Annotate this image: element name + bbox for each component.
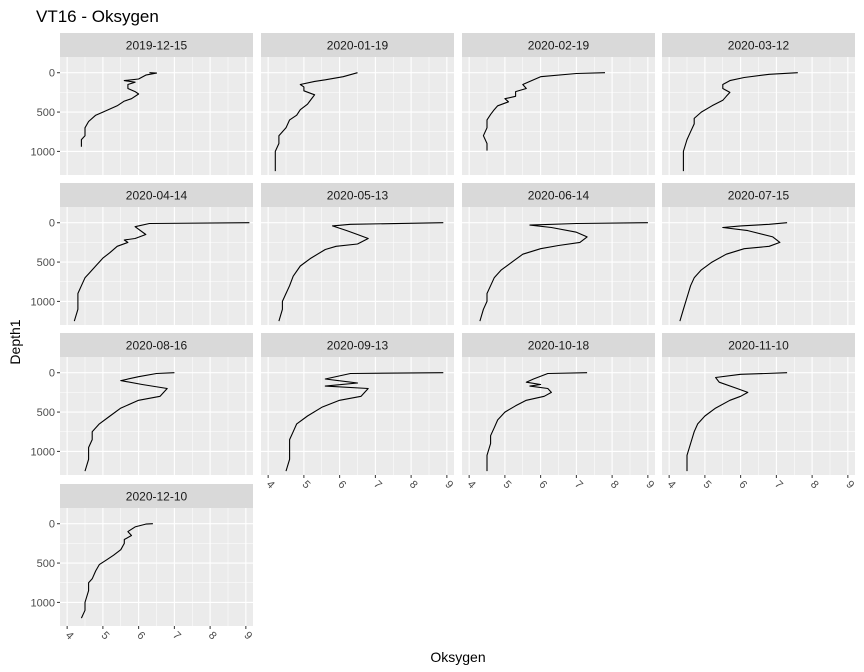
- x-tick-label: 7: [772, 478, 785, 491]
- series-line: [274, 72, 358, 172]
- x-tick-label: 6: [335, 478, 348, 491]
- y-tick-label: 0: [49, 368, 55, 380]
- facet-strip: [60, 183, 253, 207]
- x-tick-label: 8: [808, 478, 821, 491]
- facet-panel: 2020-09-13 4 5 6 7 8 9: [261, 333, 455, 491]
- x-axis-title: Oksygen: [430, 649, 485, 665]
- series-line: [80, 523, 153, 619]
- facet-strip-label: 2020-02-19: [528, 39, 590, 53]
- x-tick-label: 4: [63, 629, 76, 642]
- facet-strip-label: 2020-03-12: [728, 39, 790, 53]
- facet-strip: [261, 33, 454, 57]
- x-tick-label: 7: [371, 478, 384, 491]
- series-line: [486, 372, 588, 472]
- series-line: [686, 372, 788, 472]
- facet-strip: [462, 183, 655, 207]
- series-line: [682, 72, 798, 172]
- facet-panel: 2020-08-16 0 500 1000: [31, 333, 253, 475]
- facet-panel: 2020-03-12: [662, 33, 855, 175]
- x-tick-label: 8: [206, 629, 219, 642]
- y-tick-label: 1000: [31, 296, 55, 308]
- x-tick-label: 4: [465, 478, 478, 491]
- facet-strip-label: 2020-06-14: [528, 189, 590, 203]
- facet-strip: [60, 333, 253, 357]
- x-tick-label: 6: [536, 478, 549, 491]
- y-tick-label: 0: [49, 519, 55, 531]
- series-line: [80, 72, 158, 147]
- facet-strip: [462, 333, 655, 357]
- facet-strip-label: 2020-05-13: [327, 189, 389, 203]
- series-line: [73, 222, 250, 322]
- facet-panel: 2020-02-19: [462, 33, 655, 175]
- y-tick-label: 0: [49, 218, 55, 230]
- facet-panel: 2020-07-15: [662, 183, 855, 325]
- x-tick-label: 4: [665, 478, 678, 491]
- facet-panel: 2020-06-14: [462, 183, 655, 325]
- facet-strip-label: 2020-12-10: [126, 490, 188, 504]
- facet-strip-label: 2020-09-13: [327, 339, 389, 353]
- facet-panel: 2020-11-10 4 5 6 7 8 9: [662, 333, 856, 491]
- y-tick-label: 0: [49, 68, 55, 80]
- x-tick-label: 6: [736, 478, 749, 491]
- facet-strip-label: 2020-07-15: [728, 189, 790, 203]
- facet-panel: 2020-01-19: [261, 33, 454, 175]
- series-line: [479, 222, 648, 322]
- facet-strip: [662, 183, 855, 207]
- x-tick-label: 9: [644, 478, 657, 491]
- facet-strip-label: 2019-12-15: [126, 39, 188, 53]
- facet-strip-label: 2020-08-16: [126, 339, 188, 353]
- series-line: [679, 222, 788, 322]
- x-tick-label: 5: [501, 478, 514, 491]
- facet-strip: [462, 33, 655, 57]
- facet-panel: 2020-05-13: [261, 183, 454, 325]
- facet-panel: 2019-12-15 0 500 1000: [31, 33, 253, 175]
- facet-strip: [261, 333, 454, 357]
- facet-strip: [60, 33, 253, 57]
- facet-panel: 2020-12-10 0 500 1000 4 5 6 7 8 9: [31, 484, 255, 642]
- x-tick-label: 7: [170, 629, 183, 642]
- series-line: [285, 372, 444, 472]
- facet-strip: [261, 183, 454, 207]
- y-axis-title: Depth1: [7, 319, 23, 364]
- x-tick-label: 8: [407, 478, 420, 491]
- x-tick-label: 9: [443, 478, 456, 491]
- facet-panel: 2020-10-18 4 5 6 7 8 9: [462, 333, 656, 491]
- y-tick-label: 1000: [31, 146, 55, 158]
- x-tick-label: 4: [264, 478, 277, 491]
- facet-strip-label: 2020-01-19: [327, 39, 389, 53]
- x-tick-label: 5: [99, 629, 112, 642]
- x-tick-label: 6: [134, 629, 147, 642]
- x-tick-label: 7: [572, 478, 585, 491]
- facet-strip-label: 2020-04-14: [126, 189, 188, 203]
- facet-panel: 2020-04-14 0 500 1000: [31, 183, 253, 325]
- y-tick-label: 500: [37, 257, 55, 269]
- y-tick-label: 1000: [31, 597, 55, 609]
- x-tick-label: 9: [242, 629, 255, 642]
- series-line: [278, 222, 444, 322]
- y-tick-label: 500: [37, 407, 55, 419]
- x-tick-label: 8: [608, 478, 621, 491]
- facet-strip-label: 2020-11-10: [728, 339, 789, 353]
- y-tick-label: 500: [37, 107, 55, 119]
- series-line: [482, 72, 606, 151]
- facet-strip-label: 2020-10-18: [528, 339, 590, 353]
- chart-title: VT16 - Oksygen: [36, 7, 159, 26]
- y-tick-label: 1000: [31, 446, 55, 458]
- y-tick-label: 500: [37, 558, 55, 570]
- facet-strip: [60, 484, 253, 508]
- x-tick-label: 5: [300, 478, 313, 491]
- facet-strip: [662, 333, 855, 357]
- x-tick-label: 5: [701, 478, 714, 491]
- x-tick-label: 9: [844, 478, 857, 491]
- facet-strip: [662, 33, 855, 57]
- series-line: [84, 372, 175, 472]
